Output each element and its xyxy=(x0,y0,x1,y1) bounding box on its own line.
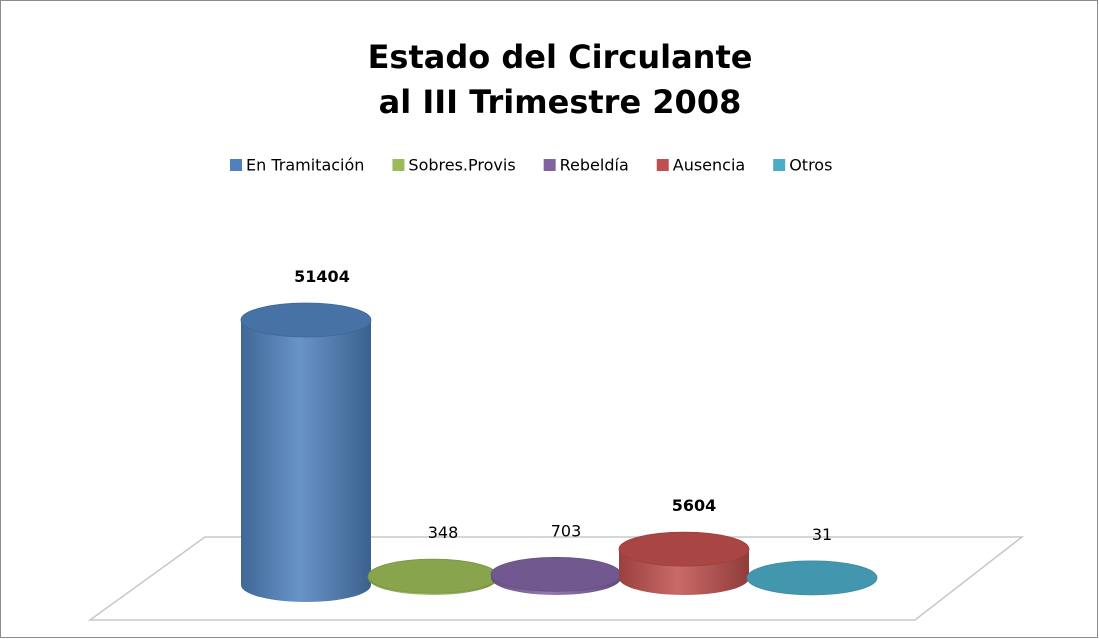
legend-swatch xyxy=(230,159,242,171)
legend: En Tramitación Sobres.Provis Rebeldía Ausen… xyxy=(230,156,832,175)
chart-title: al III Trimestre 2008 xyxy=(379,83,742,121)
legend-label: Rebeldía xyxy=(560,156,629,175)
legend-swatch xyxy=(392,159,405,171)
legend-label: Sobres.Provis xyxy=(408,156,515,175)
cylinder-top xyxy=(367,558,499,594)
legend-label: En Tramitación xyxy=(246,156,364,175)
cylinder-top xyxy=(618,531,750,567)
chart-title: Estado del Circulante xyxy=(368,38,753,76)
cylinder-body xyxy=(241,320,371,602)
data-label: 31 xyxy=(812,525,832,544)
legend-label: Otros xyxy=(789,156,832,175)
cylinder-top xyxy=(746,560,878,596)
legend-swatch xyxy=(543,159,556,171)
data-label: 703 xyxy=(551,521,582,540)
data-label: 51404 xyxy=(294,267,350,286)
data-label: 5604 xyxy=(672,496,717,515)
legend-label: Ausencia xyxy=(673,156,745,175)
data-label: 348 xyxy=(428,523,459,542)
cylinder-top xyxy=(490,556,622,592)
cylinder-top xyxy=(240,302,372,338)
legend-swatch xyxy=(656,159,669,171)
legend-swatch xyxy=(773,159,786,171)
